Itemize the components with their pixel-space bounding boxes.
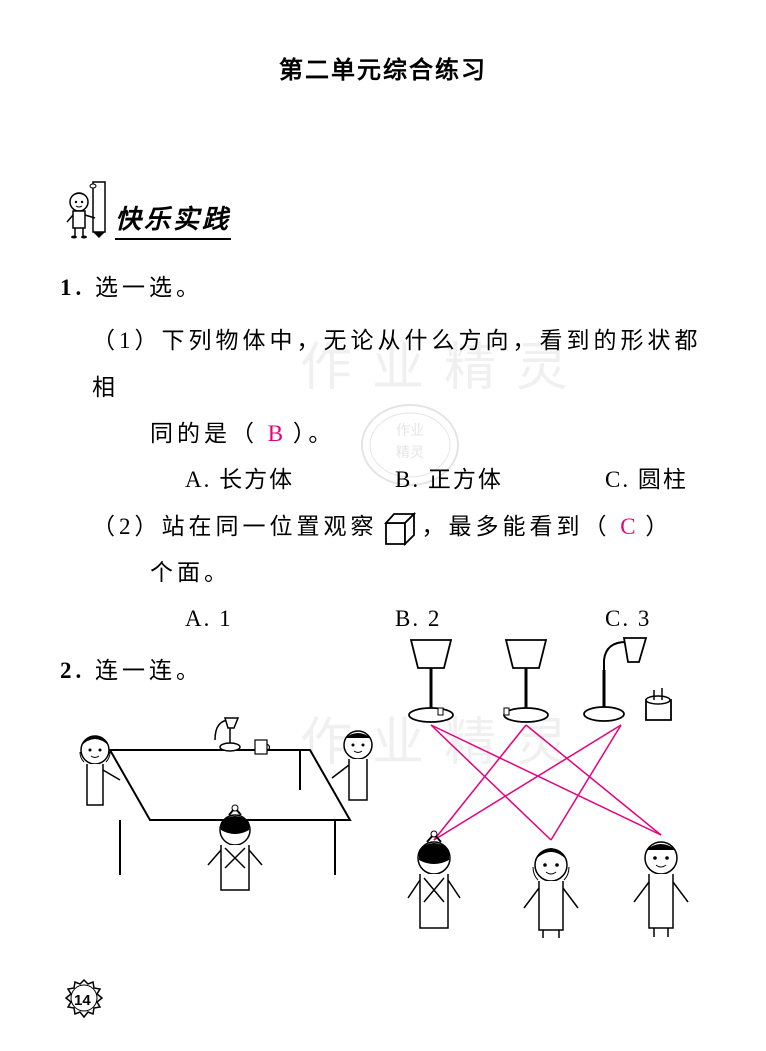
q1-sub1-optA: A. 长方体 bbox=[185, 457, 395, 503]
illustration-area bbox=[60, 630, 716, 940]
kid-boy-icon bbox=[634, 842, 688, 937]
q1-sub2-label: （2） bbox=[92, 514, 162, 539]
q1-number: 1. bbox=[60, 275, 85, 300]
connection-line-5 bbox=[434, 725, 621, 840]
kid-girl-icon bbox=[524, 848, 578, 938]
lamp-front-icon bbox=[409, 640, 453, 722]
connection-line-1 bbox=[431, 725, 551, 840]
q1-sub2-line1-mid: ，最多能看到（ bbox=[422, 514, 611, 539]
q1-sub1-label: （1） bbox=[92, 328, 162, 353]
kid-back-icon bbox=[408, 831, 460, 928]
q1-sub1-line2-post: ）。 bbox=[293, 421, 336, 446]
q1-sub1-options: A. 长方体 B. 正方体 C. 圆柱 bbox=[60, 457, 716, 503]
q1-stem: 选一选。 bbox=[95, 275, 203, 300]
q1-sub2-answer: C bbox=[620, 514, 635, 539]
q1-sub2: （2）站在同一位置观察 ，最多能看到（ C ） bbox=[60, 503, 716, 550]
question-1: 1. 选一选。 bbox=[60, 265, 716, 311]
lamp-right-icon bbox=[584, 638, 671, 721]
q1-sub1-optC: C. 圆柱 bbox=[605, 457, 688, 503]
table-scene-illustration bbox=[70, 690, 390, 900]
child-holding-pencil-icon bbox=[65, 180, 110, 240]
q1-sub2-line1-post: ） bbox=[645, 514, 672, 539]
q1-sub1-line1: 下列物体中，无论从什么方向，看到的形状都相 bbox=[92, 328, 702, 400]
q1-sub2-line1-pre: 站在同一位置观察 bbox=[162, 514, 378, 539]
lamps-kids-matching bbox=[386, 630, 706, 940]
q1-sub1-line2: 同的是（ B ）。 bbox=[60, 411, 716, 457]
section-heading: 快乐实践 bbox=[115, 199, 231, 240]
section-header: 快乐实践 bbox=[65, 180, 231, 240]
q1-sub1-optB: B. 正方体 bbox=[395, 457, 605, 503]
page-title: 第二单元综合练习 bbox=[0, 0, 766, 85]
connection-line-6 bbox=[551, 725, 621, 840]
cube-icon bbox=[380, 509, 420, 549]
page-number: 14 bbox=[74, 992, 91, 1009]
connection-line-3 bbox=[434, 725, 526, 840]
q1-sub1-answer: B bbox=[268, 421, 283, 446]
q1-sub1: （1）下列物体中，无论从什么方向，看到的形状都相 bbox=[60, 317, 716, 411]
q1-sub2-line2: 个面。 bbox=[60, 550, 716, 596]
q1-sub1-line2-pre: 同的是（ bbox=[150, 421, 258, 446]
lamp-left-icon bbox=[504, 640, 548, 722]
